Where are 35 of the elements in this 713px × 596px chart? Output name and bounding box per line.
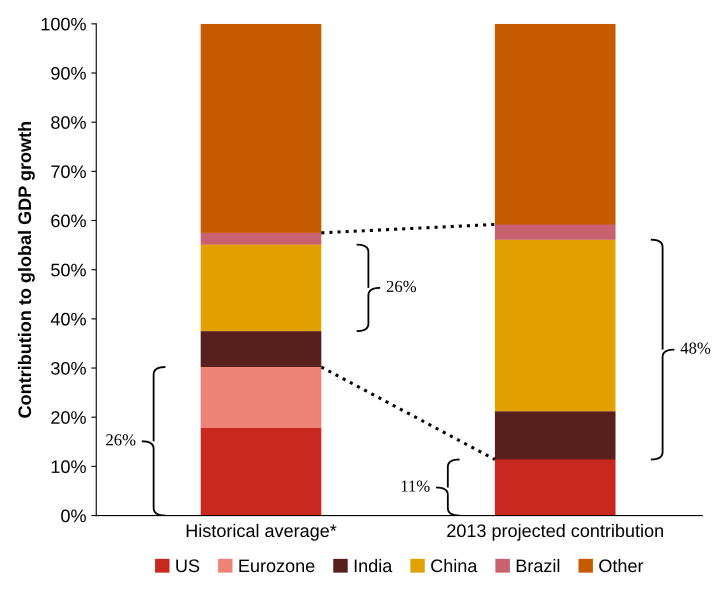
bar [494, 224, 616, 240]
y-axis-title: Contribution to global GDP growth [18, 122, 35, 418]
y-tick-label: 70% [51, 165, 86, 178]
bar [200, 331, 322, 368]
annotation: 26% [386, 280, 416, 292]
y-tick-label: 100% [42, 18, 86, 31]
y-tick-label: 60% [51, 214, 86, 228]
bar [200, 367, 322, 428]
legend-label: Brazil [516, 558, 560, 572]
y-tick-label: 0% [61, 509, 86, 522]
y-tick-label: 40% [50, 312, 86, 326]
legend-label: Eurozone [239, 560, 314, 572]
x-tick-label: Historical average* [186, 524, 336, 541]
legend-label: India [354, 558, 392, 572]
bar [494, 411, 616, 460]
annotation: 48% [680, 342, 710, 354]
y-tick-label: 80% [51, 116, 86, 129]
legend-label: Other [599, 558, 644, 572]
bar [200, 244, 322, 332]
x-tick-label: 2013 projected contribution [447, 524, 663, 541]
y-tick-label: 50% [51, 264, 86, 276]
bar [494, 459, 616, 516]
bar [494, 240, 616, 412]
legend-label: China [431, 558, 478, 572]
y-tick-label: 20% [51, 411, 86, 424]
bar [494, 24, 616, 224]
y-tick-label: 90% [51, 66, 86, 80]
bar [200, 24, 322, 233]
y-tick-label: 10% [52, 460, 86, 474]
y-tick-label: 30% [51, 362, 86, 375]
annotation: 26% [106, 434, 136, 446]
bar [200, 232, 322, 245]
annotation: 11% [402, 480, 430, 492]
bar [200, 428, 322, 516]
legend-label: US [176, 559, 200, 572]
